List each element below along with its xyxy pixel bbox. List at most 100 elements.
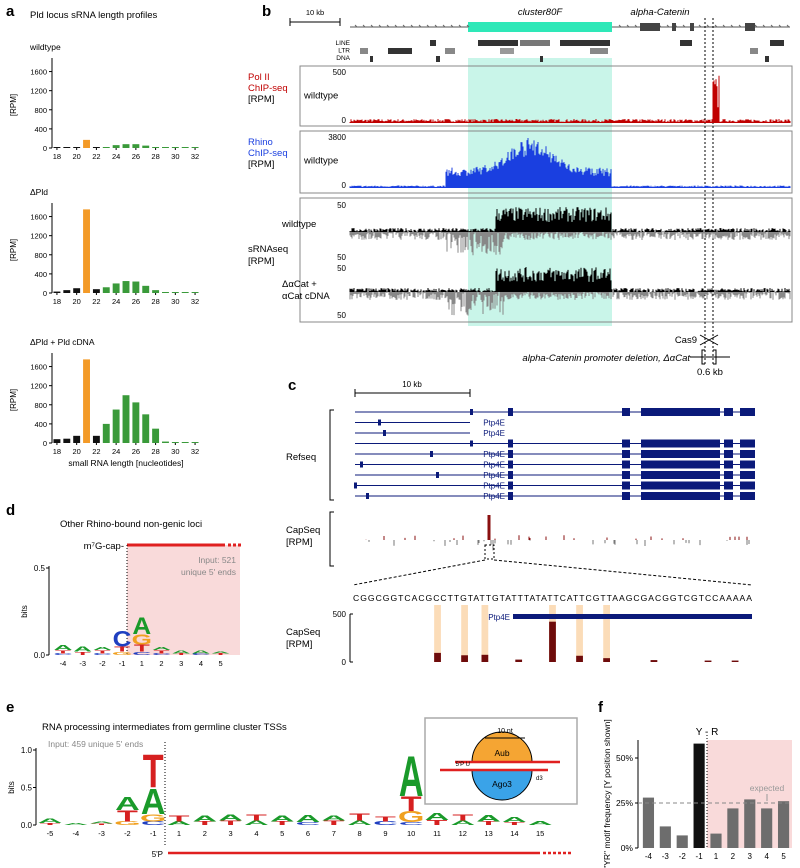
track-name: CapSeq [286,525,320,536]
x-tick-label: 9 [383,829,387,838]
x-tick-label: -5 [47,829,54,838]
y-label: bits [20,605,29,617]
bar [132,281,140,293]
x-tick-label: 24 [112,297,120,306]
bar [181,147,189,148]
bar [63,290,71,293]
track-name: [RPM] [248,159,274,170]
logo-letter: C [141,821,166,827]
input-label: unique 5' ends [181,567,236,577]
panel-label: f [598,699,604,716]
logo-letter: A [167,821,192,827]
bar [102,147,110,148]
exon [508,460,513,469]
logo-letter: T [452,813,473,822]
strand-tick [682,24,686,28]
logo-letter: T [272,821,293,827]
bar [171,442,179,443]
axis-max: 50 [337,201,346,210]
strand-tick [466,24,470,28]
x-tick-label: 24 [112,447,120,456]
x-tick-label: 4 [254,829,258,838]
exon [641,439,720,448]
track-name: ChIP-seq [248,83,288,94]
y-label: bits [7,781,16,793]
x-tick-label: -1 [119,659,126,668]
y-tick-label: 0 [43,439,47,448]
logo-letter: T [114,645,130,653]
logo-letter: C [296,821,321,826]
bar [710,833,722,848]
logo-letter: A [54,644,73,652]
x-tick-label: 20 [72,152,80,161]
y-tick-label: 1200 [30,87,47,96]
exon [360,461,363,468]
logo-letter: T [75,651,92,656]
inset-label: 5'P U [456,762,470,768]
track-boxes [299,65,793,323]
transcript-label: Ptp4E [483,461,505,470]
logo-letter: A [399,744,424,808]
exon [470,409,473,415]
strand-tick [666,24,670,28]
strand-tick [762,24,766,28]
panel-label: a [6,3,15,20]
strand-tick [354,24,358,28]
x-tick-label: 3 [748,852,753,861]
bar [181,442,189,443]
exon [724,439,733,448]
exon [470,440,473,447]
signal [349,267,791,292]
bar [181,292,189,293]
exon [622,450,630,458]
scale-label: 10 kb [306,8,324,17]
panel-label: c [288,377,296,394]
exon [641,481,720,490]
logo-letter: G [132,632,152,648]
bracket [329,409,334,501]
exon [622,460,630,469]
logo-letter: C [373,821,398,827]
logo-letter: A [270,814,295,823]
signal [365,515,748,540]
sample-label: wildtype [281,219,316,230]
five-prime-label: 5'P [152,850,163,859]
logo-letter: C [399,821,424,826]
highlight [576,605,583,662]
highlight [461,605,468,662]
exon [508,439,513,448]
logo-letter: A [321,814,346,822]
exon [641,408,720,416]
strand-tick [426,24,430,28]
logo-letter: G [112,651,132,656]
x-tick-label: 22 [92,447,100,456]
x-tick-label: -3 [98,829,105,838]
exon [724,492,733,500]
x-tick-label: 28 [151,152,159,161]
bar [53,291,61,293]
y-tick-label: 1600 [30,68,47,77]
zoom-line [352,559,486,586]
x-tick-label: -2 [99,659,106,668]
x-tick-label: -2 [124,829,131,838]
strand-tick [738,24,742,28]
x-tick-label: 1 [177,829,181,838]
exon [740,439,755,448]
track-name: [RPM] [248,94,274,105]
panel-label: b [262,3,271,20]
gene-name: alpha-Catenin [630,7,689,18]
logo-letter: A [89,821,114,824]
x-tick-label: 8 [358,829,362,838]
exon [740,481,755,490]
logo-letter: A [93,645,112,650]
bar [73,147,81,148]
logo-letter: A [528,821,553,827]
repeat-label: DNA [336,55,350,62]
strand-tick [634,24,638,28]
x-tick-label: 14 [510,829,518,838]
exon [740,492,755,500]
bar [744,799,756,848]
x-tick-label: -3 [79,659,86,668]
downstream-region [127,545,240,655]
signal [349,138,791,188]
